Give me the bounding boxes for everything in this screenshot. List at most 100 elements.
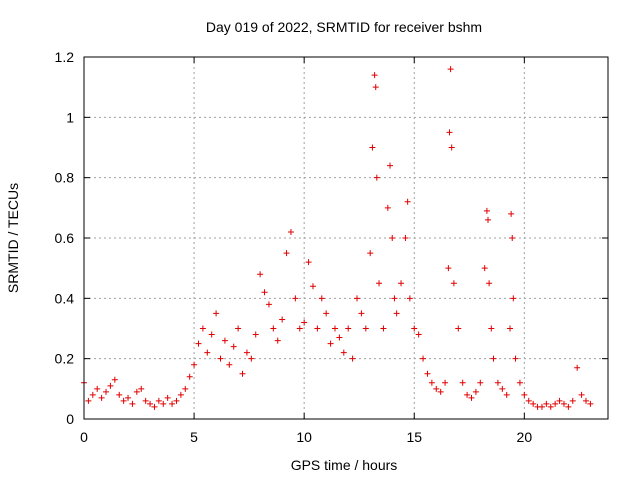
data-point (384, 204, 391, 211)
data-point (208, 331, 215, 338)
data-point (155, 397, 162, 404)
data-point (213, 310, 220, 317)
data-point (217, 355, 224, 362)
data-point (481, 265, 488, 272)
data-point (94, 385, 101, 392)
x-tick-label: 20 (517, 429, 533, 445)
data-point (486, 280, 493, 287)
data-point (89, 391, 96, 398)
data-point (494, 379, 501, 386)
data-point (239, 370, 246, 377)
data-point (380, 325, 387, 332)
data-point (296, 325, 303, 332)
y-tick-label: 0.2 (55, 351, 75, 367)
data-point (160, 400, 167, 407)
grid (84, 57, 608, 419)
data-point (265, 301, 272, 308)
data-point (373, 174, 380, 181)
data-point (389, 235, 396, 241)
data-point (235, 325, 242, 332)
data-point (274, 337, 281, 344)
data-point (459, 379, 466, 386)
data-point (327, 340, 334, 347)
data-point (398, 280, 405, 287)
data-point (301, 319, 308, 326)
data-point (428, 379, 435, 386)
data-point (512, 355, 519, 362)
data-point (468, 394, 475, 401)
x-tick-label: 10 (296, 429, 312, 445)
data-point (283, 250, 290, 257)
data-point (406, 295, 413, 302)
data-point (345, 325, 352, 332)
data-point (525, 397, 532, 404)
data-point (230, 343, 237, 350)
data-point (404, 198, 411, 205)
data-point (142, 397, 149, 404)
data-point (111, 376, 118, 383)
data-point (411, 325, 418, 332)
data-point (521, 391, 528, 398)
y-tick-label: 0.6 (55, 230, 75, 246)
data-point (340, 349, 347, 356)
data-point (173, 397, 180, 404)
data-point (446, 129, 453, 136)
data-point (169, 400, 176, 407)
y-tick-label: 1 (66, 109, 74, 125)
data-point (485, 216, 492, 223)
data-point (257, 271, 264, 278)
y-tick-label: 0.8 (55, 170, 75, 186)
data-point (578, 391, 585, 398)
data-point (133, 388, 140, 395)
data-point (331, 325, 338, 332)
data-point (85, 397, 92, 404)
data-point (116, 391, 123, 398)
data-point (226, 361, 233, 368)
data-point (371, 72, 378, 79)
data-point (261, 289, 268, 296)
data-point (574, 364, 581, 371)
data-point (120, 397, 127, 404)
data-point (543, 400, 550, 407)
data-point (448, 144, 455, 151)
data-point (164, 394, 171, 401)
data-point (565, 403, 572, 410)
data-point (499, 385, 506, 392)
data-point (472, 388, 479, 395)
data-point (560, 400, 567, 407)
data-point (450, 280, 457, 287)
data-point (420, 355, 427, 362)
data-point (199, 325, 206, 332)
data-point (483, 207, 490, 214)
x-tick-label: 5 (190, 429, 198, 445)
x-tick-label: 0 (80, 429, 88, 445)
data-point (510, 295, 517, 302)
data-point (305, 259, 312, 266)
data-point (530, 400, 537, 407)
data-point (318, 295, 325, 302)
data-point (323, 310, 330, 317)
data-point (191, 361, 198, 368)
data-point (221, 337, 228, 344)
y-tick-label: 0.4 (55, 290, 75, 306)
data-point (464, 391, 471, 398)
data-point (582, 397, 589, 404)
data-point (415, 331, 422, 338)
data-point (243, 349, 250, 356)
data-point (393, 310, 400, 317)
y-tick-label: 0 (66, 411, 74, 427)
data-point (490, 355, 497, 362)
axis-ticks: 0 0.2 0.4 0.6 0.8 1 1.2 0 5 10 15 20 (55, 49, 608, 445)
data-point (336, 334, 343, 341)
data-point (433, 385, 440, 392)
data-point (552, 400, 559, 407)
y-axis-label: SRMTID / TECUs (5, 183, 21, 293)
data-point (98, 394, 105, 401)
data-point (151, 403, 158, 410)
data-point (354, 295, 361, 302)
data-point (424, 370, 431, 377)
data-point (309, 283, 316, 290)
data-point (447, 66, 454, 73)
